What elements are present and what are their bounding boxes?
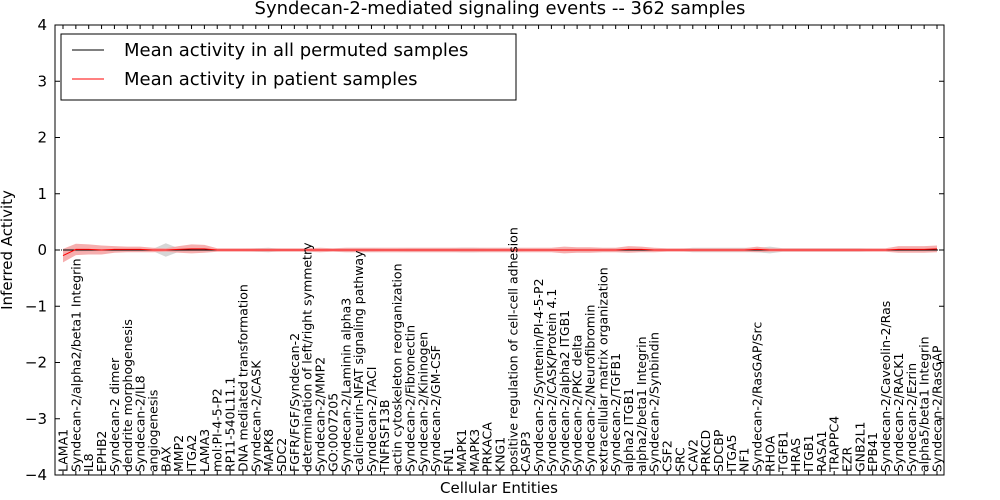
category-label: Syndecan-2/Neurofibromin — [583, 305, 598, 472]
y-tick-label: −3 — [25, 410, 47, 428]
category-label: Syndecan-2/TACI — [364, 367, 379, 472]
category-label: RP11-540L11.1 — [223, 377, 238, 472]
category-label: MMP2 — [171, 435, 186, 472]
category-label: Syndecan-2/alpha2 ITGB1 — [557, 310, 572, 472]
band-1 — [63, 243, 937, 263]
category-label: LAMA3 — [197, 429, 212, 472]
legend-box — [60, 33, 517, 101]
category-label: angiogenesis — [146, 390, 161, 472]
category-label: Syndecan-2/MMP2 — [313, 357, 328, 472]
category-label: FGFR/FGF/Syndecan-2 — [287, 333, 302, 472]
legend-label-0: Mean activity in all permuted samples — [124, 40, 468, 61]
category-label: ITGB1 — [801, 434, 816, 472]
category-label: positive regulation of cell-cell adhesio… — [505, 227, 520, 472]
category-label: Syndecan-2/Ezrin — [904, 363, 919, 472]
category-label: BAX — [158, 446, 173, 472]
category-label: RASA1 — [814, 431, 829, 472]
y-tick-label: 4 — [37, 16, 47, 34]
x-axis-label: Cellular Entities — [440, 479, 558, 497]
category-label: Syndecan-2/GM-CSF — [428, 345, 443, 472]
y-tick-label: 3 — [37, 72, 47, 90]
category-label: MAPK1 — [454, 429, 469, 472]
category-label: actin cytoskeleton reorganization — [390, 263, 405, 472]
y-tick-label: 1 — [37, 185, 47, 203]
category-label: Syndecan-2/CASK — [248, 360, 263, 472]
category-label: GNB2L1 — [852, 422, 867, 472]
category-label: calcineurin-NFAT signaling pathway — [351, 250, 366, 472]
category-label: ITGA5 — [724, 434, 739, 472]
category-label: KNG1 — [493, 437, 508, 472]
plot-frame — [54, 24, 945, 476]
category-label: CSF2 — [660, 440, 675, 472]
legend-label-1: Mean activity in patient samples — [124, 69, 418, 90]
category-label: PRKCD — [698, 430, 713, 472]
category-label: Syndecan-2/CASK/Protein 4.1 — [544, 289, 559, 472]
category-label: MAPK3 — [467, 429, 482, 472]
category-label: Syndecan-2/RACK1 — [891, 353, 906, 472]
confidence-bands — [63, 243, 937, 263]
category-label: mol:PI-4-5-P2 — [210, 388, 225, 472]
category-label: MAPK8 — [261, 429, 276, 472]
category-label: Syndecan-2/TGFB1 — [608, 353, 623, 472]
series-lines — [55, 248, 944, 257]
category-label: Syndecan-2/PKC delta — [570, 335, 585, 472]
category-label: extracellular matrix organization — [595, 267, 610, 472]
chart-title: Syndecan-2-mediated signaling events -- … — [255, 0, 746, 19]
category-label: TGFB1 — [775, 431, 790, 473]
category-label: ITGA2 — [184, 434, 199, 472]
category-label: Syndecan-2/Caveolin-2/Ras — [878, 301, 893, 472]
category-label: HRAS — [788, 438, 803, 472]
category-label: Syndecan-2/Fibronectin — [403, 325, 418, 472]
category-label: dendrite morphogenesis — [120, 319, 135, 472]
y-tick-label: 2 — [37, 129, 47, 147]
category-label: Syndecan-2/RasGAP/Src — [750, 322, 765, 472]
category-label: alpha2 ITGB1 — [621, 388, 636, 472]
category-label: Syndecan-2/Synbindin — [647, 332, 662, 472]
series-line-1 — [62, 248, 938, 257]
category-label: RHOA — [762, 435, 777, 472]
y-tick-label: −2 — [25, 354, 47, 372]
category-label: alpha2/beta1 Integrin — [634, 336, 649, 472]
category-label: Syndecan-2/Syntenin/PI-4-5-P2 — [531, 278, 546, 472]
category-label: TNFRSF13B — [377, 400, 392, 473]
category-label: PRKACA — [480, 422, 495, 472]
category-label: Syndecan-2/Laminin alpha3 — [338, 298, 353, 472]
y-tick-label: 0 — [37, 241, 47, 259]
category-label: CAV2 — [685, 439, 700, 472]
category-label: IL8 — [81, 453, 96, 472]
category-label: SRC — [672, 447, 687, 472]
category-label: CASP3 — [518, 431, 533, 472]
category-label: FN1 — [441, 448, 456, 473]
category-label: TRAPPC4 — [827, 416, 842, 473]
y-axis-label: Inferred Activity — [0, 190, 16, 310]
category-label: determination of left/right symmetry — [300, 242, 315, 472]
y-tick-label: −1 — [25, 297, 47, 315]
category-label: GO:0007205 — [325, 393, 340, 472]
category-label: Syndecan-2/Kininogen — [415, 332, 430, 472]
category-label: SDCBP — [711, 429, 726, 472]
legend: Mean activity in all permuted samples Mea… — [60, 33, 517, 101]
y-tick-label: −4 — [25, 466, 47, 484]
category-label: Syndecan-2/IL8 — [133, 375, 148, 472]
category-label: EZR — [840, 447, 855, 472]
category-label: DNA mediated transformation — [235, 284, 250, 472]
axis-ticks: −4 −3 −2 −1 0 1 2 3 4 — [25, 16, 944, 484]
category-label: SDC2 — [274, 438, 289, 472]
category-label: alpha5/beta1 Integrin — [917, 336, 932, 472]
category-label: EPHB2 — [94, 431, 109, 472]
category-label: Syndecan-2/alpha2/beta1 Integrin — [68, 258, 83, 472]
category-label: EPB41 — [865, 432, 880, 472]
category-label: Syndecan-2 dimer — [107, 357, 122, 472]
category-label: Syndecan-2/RasGAP — [930, 345, 945, 472]
category-label: LAMA1 — [56, 429, 71, 472]
category-label: NF1 — [737, 448, 752, 473]
